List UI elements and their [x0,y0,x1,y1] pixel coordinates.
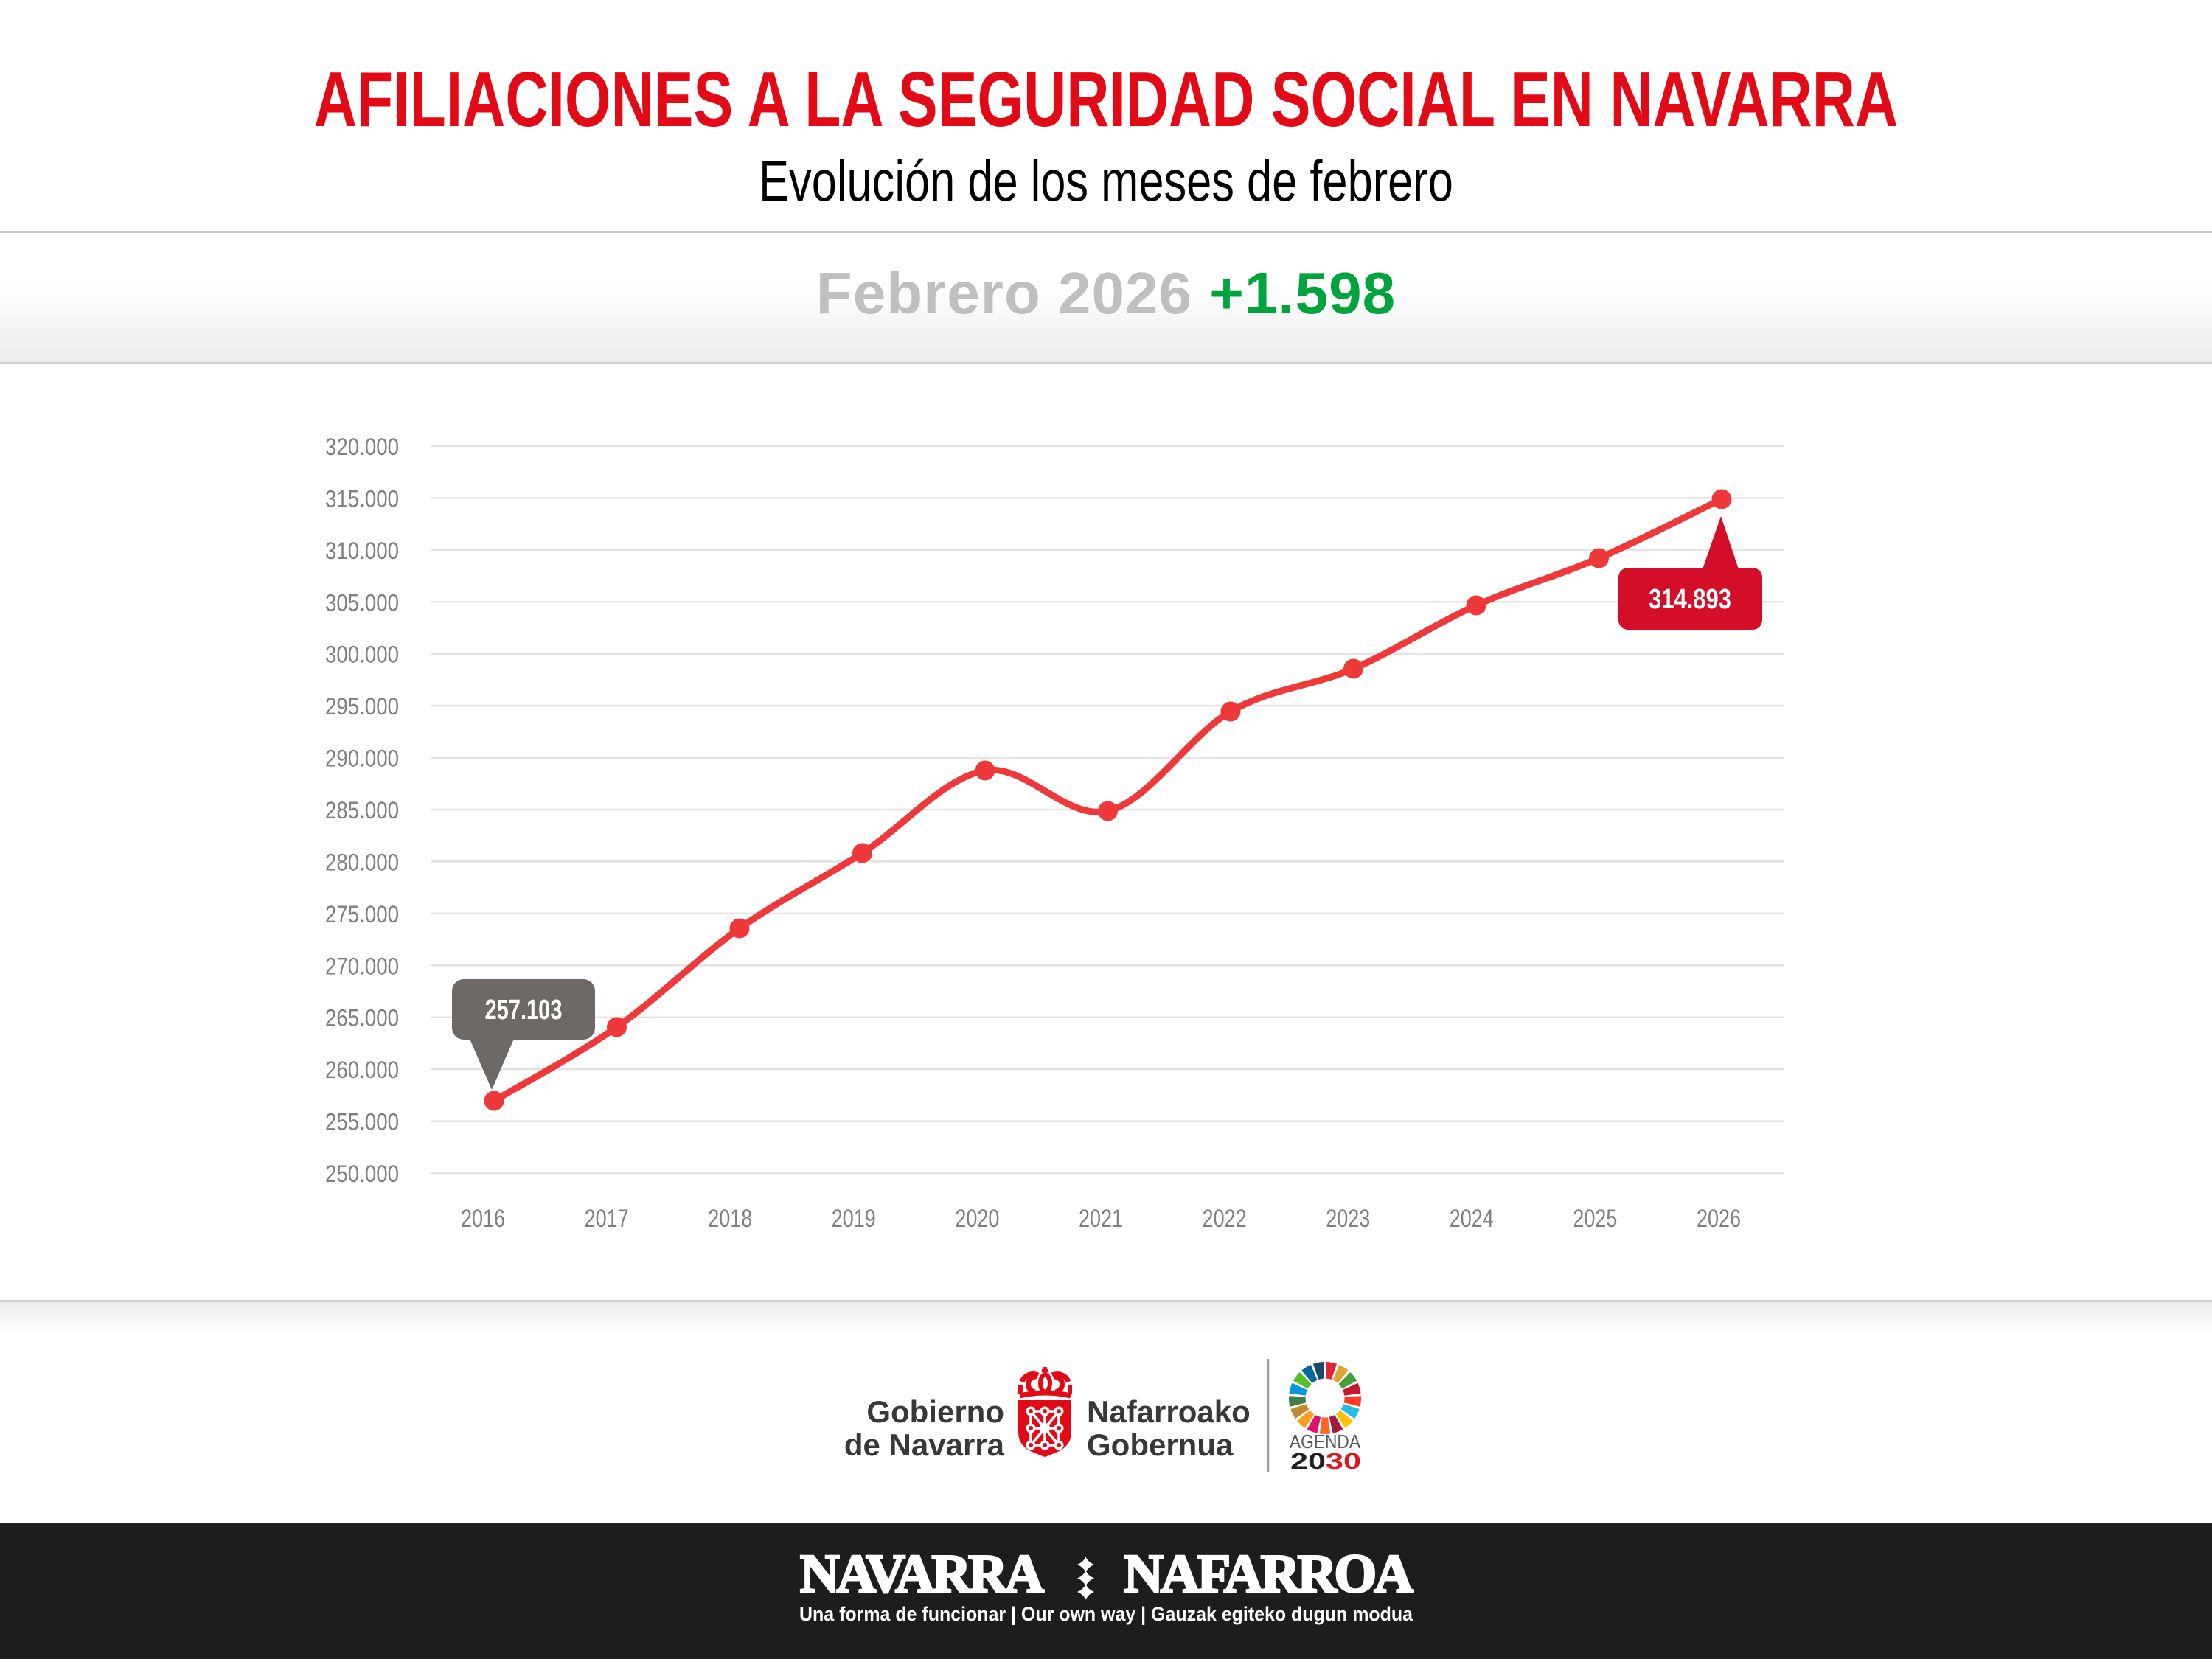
svg-text:2025: 2025 [1573,1205,1617,1233]
svg-text:280.000: 280.000 [325,849,399,875]
svg-text:285.000: 285.000 [325,797,399,824]
svg-text:2026: 2026 [1697,1205,1741,1233]
svg-text:2016: 2016 [461,1205,505,1233]
svg-text:275.000: 275.000 [325,901,399,928]
svg-text:305.000: 305.000 [325,589,399,616]
svg-text:NAFARROA: NAFARROA [1124,1544,1413,1604]
svg-text:20: 20 [1290,1448,1326,1474]
svg-text:290.000: 290.000 [325,745,399,772]
svg-text:257.103: 257.103 [485,995,563,1026]
svg-text:Nafarroako: Nafarroako [1087,1394,1251,1429]
svg-text:de Navarra: de Navarra [844,1427,1005,1462]
svg-text:Gobernua: Gobernua [1087,1427,1234,1462]
svg-text:NAVARRA: NAVARRA [800,1544,1044,1604]
svg-text:2021: 2021 [1079,1205,1123,1233]
svg-text:2020: 2020 [955,1205,999,1233]
svg-text:2019: 2019 [832,1205,876,1233]
svg-text:310.000: 310.000 [325,538,399,564]
svg-text:265.000: 265.000 [325,1005,399,1032]
svg-text:295.000: 295.000 [325,693,399,720]
svg-text:300.000: 300.000 [325,641,399,668]
svg-text:2022: 2022 [1203,1205,1247,1233]
svg-text:2023: 2023 [1326,1205,1370,1233]
svg-text:250.000: 250.000 [325,1161,399,1187]
svg-text:Una forma de funcionar | Our o: Una forma de funcionar | Our own way | G… [799,1603,1413,1625]
svg-text:2018: 2018 [708,1205,752,1233]
svg-text:255.000: 255.000 [325,1109,399,1135]
svg-text:2017: 2017 [585,1205,629,1233]
svg-text:270.000: 270.000 [325,953,399,979]
svg-text:314.893: 314.893 [1649,584,1731,615]
svg-text:AGENDA: AGENDA [1290,1430,1361,1453]
svg-text:30: 30 [1326,1448,1361,1474]
svg-text:260.000: 260.000 [325,1057,399,1083]
svg-text:320.000: 320.000 [325,434,399,460]
svg-text:Gobierno: Gobierno [866,1394,1004,1429]
svg-text:2024: 2024 [1450,1205,1494,1233]
svg-text:315.000: 315.000 [325,485,399,512]
